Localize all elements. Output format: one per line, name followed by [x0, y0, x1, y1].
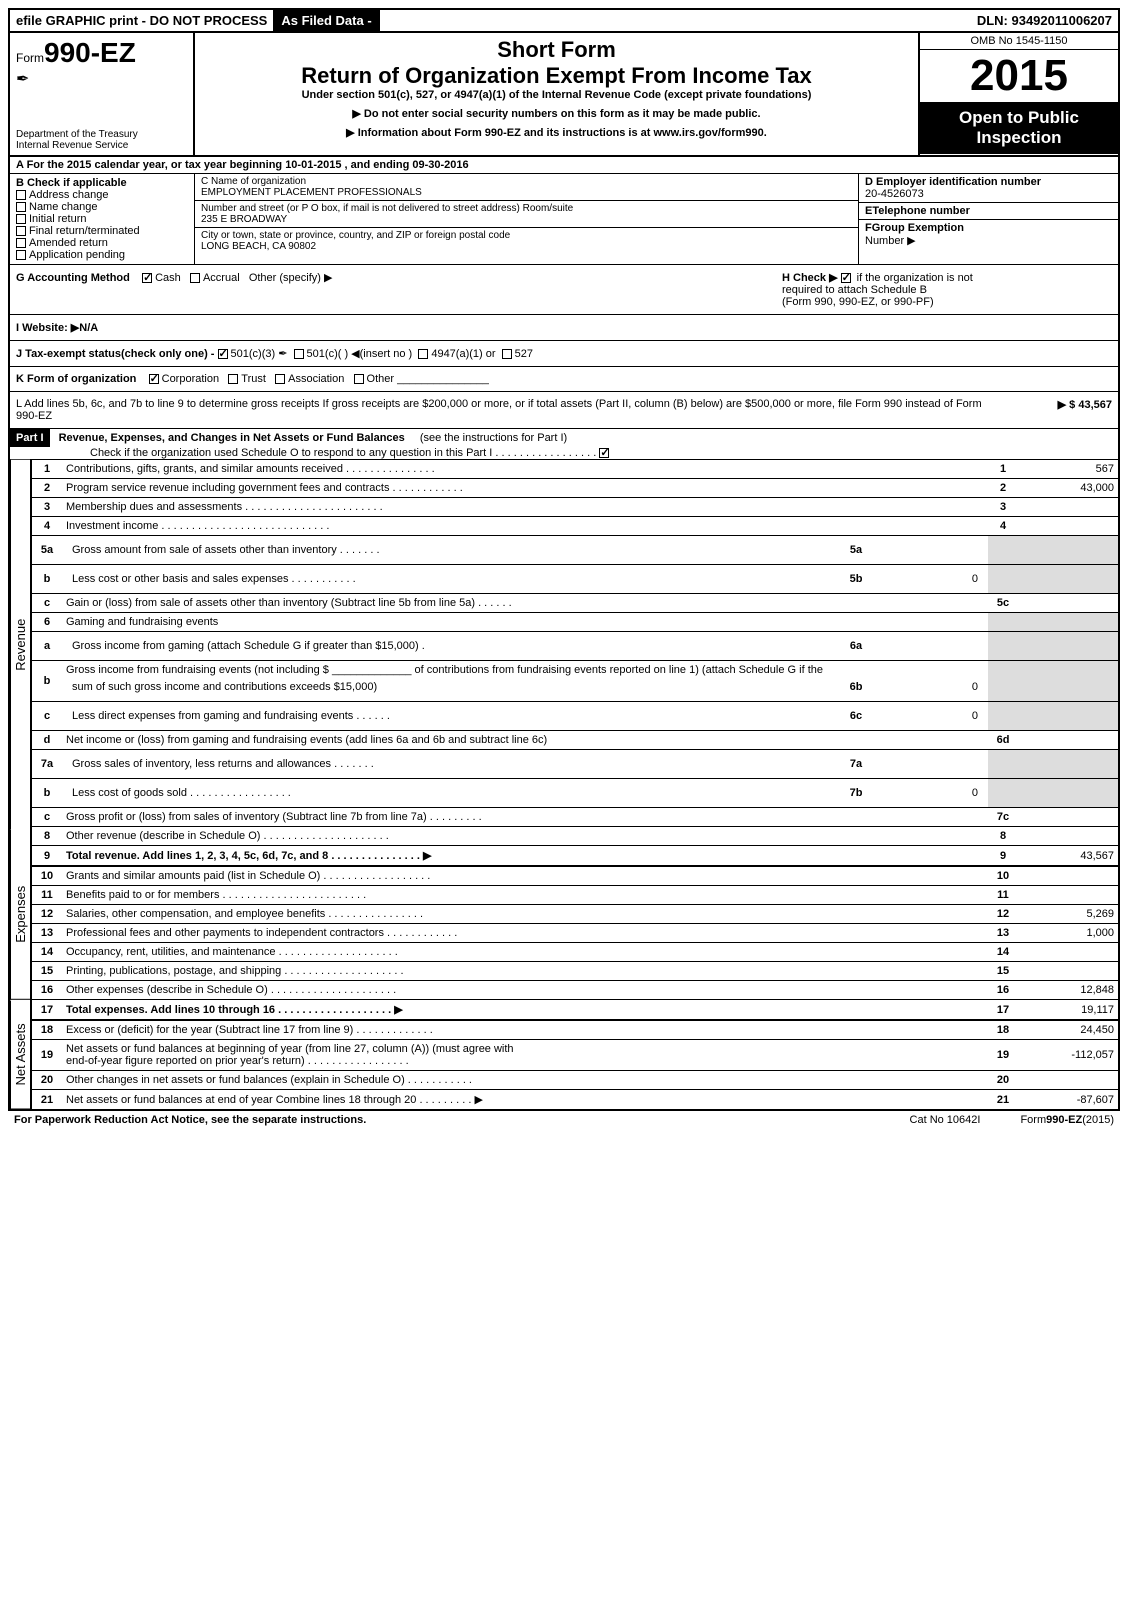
row-i: I Website: ▶N/A — [10, 315, 1118, 341]
part-1-header: Part I Revenue, Expenses, and Changes in… — [10, 429, 1118, 460]
chk-initial-return[interactable] — [16, 214, 26, 224]
form-container: efile GRAPHIC print - DO NOT PROCESS As … — [8, 8, 1120, 1111]
side-revenue: Revenue — [10, 460, 30, 830]
tax-year: 2015 — [920, 50, 1118, 102]
part-1-body: Revenue Expenses Net Assets 1Contributio… — [10, 460, 1118, 1109]
chk-accrual[interactable] — [190, 273, 200, 283]
lines-table: 1Contributions, gifts, grants, and simil… — [32, 460, 1118, 1109]
c-org-name: EMPLOYMENT PLACEMENT PROFESSIONALS — [201, 187, 852, 198]
side-expenses: Expenses — [10, 830, 30, 1000]
chk-application-pending[interactable] — [16, 250, 26, 260]
section-c: C Name of organization EMPLOYMENT PLACEM… — [195, 174, 858, 264]
section-b-c-d-e-f: B Check if applicable Address change Nam… — [10, 174, 1118, 265]
section-d-e-f: D Employer identification number 20-4526… — [858, 174, 1118, 264]
row-k: K Form of organization Corporation Trust… — [10, 367, 1118, 392]
row-j: J Tax-exempt status(check only one) - 50… — [10, 341, 1118, 367]
chk-501c3[interactable] — [218, 349, 228, 359]
d-ein: 20-4526073 — [865, 188, 1112, 200]
bullet-2: ▶ Information about Form 990-EZ and its … — [203, 120, 910, 139]
header-right: OMB No 1545-1150 2015 Open to Public Ins… — [918, 33, 1118, 155]
d-label: D Employer identification number — [865, 176, 1112, 188]
l-amount: ▶ $ 43,567 — [992, 398, 1112, 422]
row-g-h: G Accounting Method Cash Accrual Other (… — [10, 265, 1118, 315]
e-label: ETelephone number — [865, 205, 1112, 217]
footer-left: For Paperwork Reduction Act Notice, see … — [14, 1114, 366, 1126]
under-section: Under section 501(c), 527, or 4947(a)(1)… — [203, 89, 910, 101]
open-to-public: Open to Public Inspection — [920, 102, 1118, 154]
side-net-assets: Net Assets — [10, 1000, 30, 1109]
g-label: G Accounting Method — [16, 272, 130, 284]
dept-treasury: Department of the Treasury — [16, 129, 187, 140]
c-name-label: C Name of organization — [201, 176, 852, 187]
header-center: Short Form Return of Organization Exempt… — [195, 33, 918, 155]
chk-501c[interactable] — [294, 349, 304, 359]
dept-irs: Internal Revenue Service — [16, 140, 187, 151]
c-city: LONG BEACH, CA 90802 — [201, 241, 852, 252]
chk-association[interactable] — [275, 374, 285, 384]
footer: For Paperwork Reduction Act Notice, see … — [8, 1111, 1120, 1129]
f-label: FGroup Exemption — [865, 222, 964, 234]
as-filed: As Filed Data - — [273, 10, 379, 31]
footer-form: Form990-EZ(2015) — [1020, 1114, 1114, 1126]
footer-cat: Cat No 10642I — [910, 1114, 981, 1126]
section-b: B Check if applicable Address change Nam… — [10, 174, 195, 264]
part-1-label: Part I — [10, 429, 50, 447]
f-label2: Number ▶ — [865, 235, 916, 247]
dln: DLN: 93492011006207 — [971, 10, 1118, 31]
short-form-title: Short Form — [203, 37, 910, 63]
bullet-1: ▶ Do not enter social security numbers o… — [203, 101, 910, 120]
header: Form990-EZ ✒ Department of the Treasury … — [10, 33, 1118, 157]
efile-notice: efile GRAPHIC print - DO NOT PROCESS — [10, 10, 273, 31]
top-bar: efile GRAPHIC print - DO NOT PROCESS As … — [10, 10, 1118, 33]
chk-cash[interactable] — [142, 273, 152, 283]
omb-number: OMB No 1545-1150 — [920, 33, 1118, 50]
row-l: L Add lines 5b, 6c, and 7b to line 9 to … — [10, 392, 1118, 429]
chk-4947[interactable] — [418, 349, 428, 359]
chk-527[interactable] — [502, 349, 512, 359]
chk-amended-return[interactable] — [16, 238, 26, 248]
irs-link[interactable]: www.irs.gov/form990 — [654, 127, 764, 139]
chk-schedule-o[interactable] — [599, 448, 609, 458]
c-street: 235 E BROADWAY — [201, 214, 852, 225]
chk-corporation[interactable] — [149, 374, 159, 384]
chk-other-org[interactable] — [354, 374, 364, 384]
row-a: A For the 2015 calendar year, or tax yea… — [10, 157, 1118, 174]
chk-name-change[interactable] — [16, 202, 26, 212]
c-city-label: City or town, state or province, country… — [201, 230, 852, 241]
section-b-title: B Check if applicable — [16, 177, 188, 189]
c-street-label: Number and street (or P O box, if mail i… — [201, 203, 852, 214]
chk-final-return[interactable] — [16, 226, 26, 236]
return-title: Return of Organization Exempt From Incom… — [203, 63, 910, 89]
chk-trust[interactable] — [228, 374, 238, 384]
chk-address-change[interactable] — [16, 190, 26, 200]
header-left: Form990-EZ ✒ Department of the Treasury … — [10, 33, 195, 155]
side-labels: Revenue Expenses Net Assets — [10, 460, 32, 1109]
section-h: H Check ▶ if the organization is not req… — [782, 271, 1112, 308]
form-number: 990-EZ — [44, 37, 136, 68]
chk-schedule-b[interactable] — [841, 273, 851, 283]
form-prefix: Form — [16, 51, 44, 65]
